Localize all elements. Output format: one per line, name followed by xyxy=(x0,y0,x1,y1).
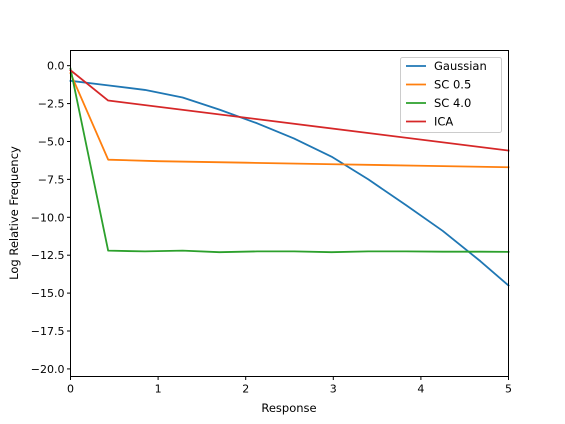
legend-label-sc-4-0: SC 4.0 xyxy=(434,96,471,110)
y-tick-label: −10.0 xyxy=(31,211,65,224)
y-tick-label: 0.0 xyxy=(47,60,65,73)
y-tick-label: −20.0 xyxy=(31,363,65,376)
legend: Gaussian SC 0.5 SC 4.0 ICA xyxy=(400,57,502,133)
legend-items: Gaussian SC 0.5 SC 4.0 ICA xyxy=(406,59,487,129)
y-tick-label: −15.0 xyxy=(31,287,65,300)
series-layer xyxy=(69,67,510,287)
x-tick-label: 1 xyxy=(155,383,162,396)
x-axis-label: Response xyxy=(261,401,316,415)
plot-frame xyxy=(70,50,509,377)
series-line-sc-4-0 xyxy=(69,67,510,254)
legend-label-ica: ICA xyxy=(434,115,453,129)
x-tick-label: 0 xyxy=(67,383,74,396)
series-line-gaussian xyxy=(69,79,510,287)
series-line-sc-0-5 xyxy=(69,72,510,169)
x-tick-label: 5 xyxy=(505,383,512,396)
y-tick-label: −7.5 xyxy=(38,173,65,186)
x-tick-label: 2 xyxy=(242,383,249,396)
y-tick-label: −12.5 xyxy=(31,249,65,262)
x-axis: 0 1 2 3 4 5 xyxy=(67,376,512,396)
y-tick-label: −5.0 xyxy=(38,135,65,148)
legend-label-sc-0-5: SC 0.5 xyxy=(434,78,471,92)
y-axis-label: Log Relative Frequency xyxy=(7,146,21,280)
y-tick-label: −17.5 xyxy=(31,325,65,338)
x-tick-label: 4 xyxy=(417,383,424,396)
y-axis: 0.0 −2.5 −5.0 −7.5 −10.0 −12.5 −15.0 −17.5 −20.0 xyxy=(31,60,71,376)
x-tick-label: 3 xyxy=(330,383,337,396)
series-line-ica xyxy=(69,68,510,152)
y-tick-label: −2.5 xyxy=(38,98,65,111)
legend-box xyxy=(400,57,502,133)
legend-label-gaussian: Gaussian xyxy=(434,59,487,73)
